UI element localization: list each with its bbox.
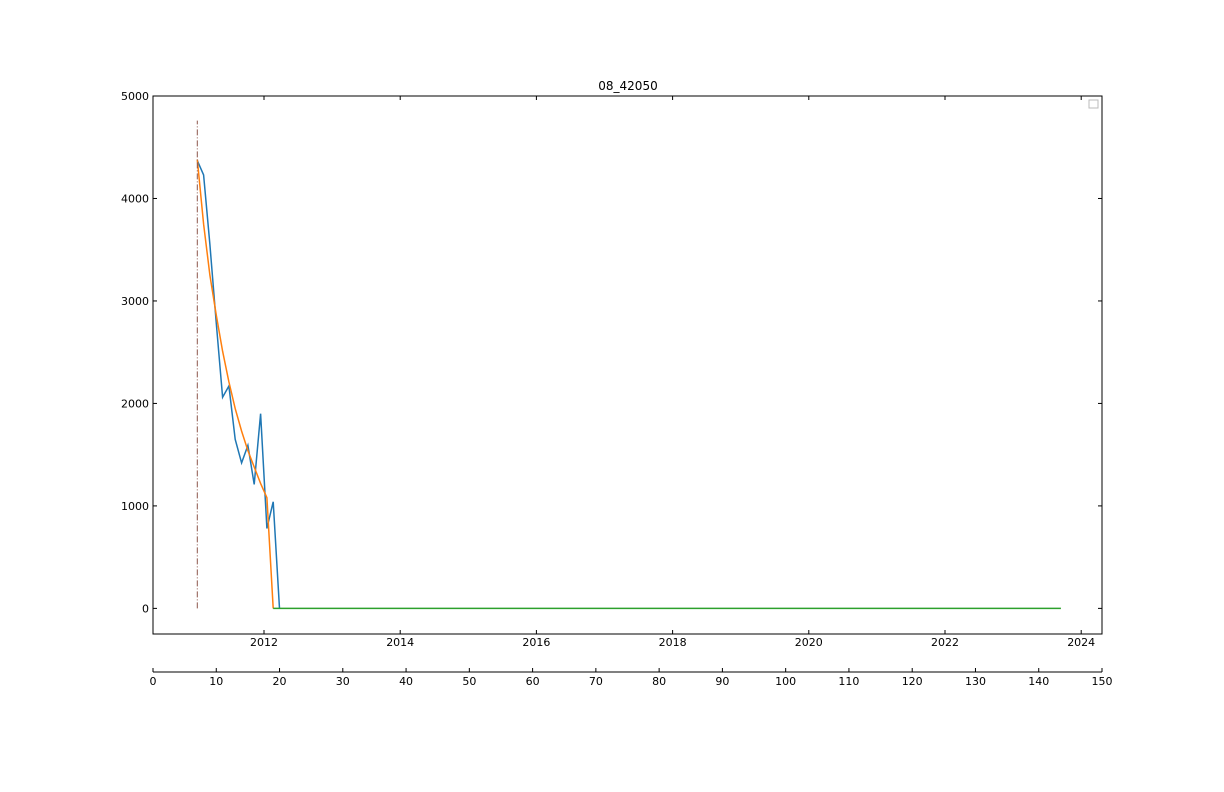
index-tick-label: 150 — [1092, 675, 1113, 688]
date-tick-label: 2014 — [386, 636, 414, 649]
index-tick-label: 140 — [1028, 675, 1049, 688]
index-tick-label: 60 — [526, 675, 540, 688]
index-axis: 0 10 20 30 40 50 60 70 80 90 100 110 120 130 140 150 — [150, 668, 1113, 688]
date-axis: 2012 2014 2016 2018 2020 2022 2024 — [250, 96, 1095, 649]
y-tick-label: 4000 — [121, 192, 149, 205]
plot-frame — [152, 95, 1103, 635]
date-tick-label: 2024 — [1067, 636, 1095, 649]
legend-box — [1088, 99, 1099, 109]
index-tick-label: 0 — [150, 675, 157, 688]
y-tick-label: 1000 — [121, 500, 149, 513]
date-tick-label: 2022 — [931, 636, 959, 649]
series-layer — [196, 120, 1061, 610]
index-tick-label: 100 — [775, 675, 796, 688]
series-line-2 — [196, 159, 274, 609]
series-line-1 — [196, 160, 281, 609]
y-tick-label: 5000 — [121, 90, 149, 103]
index-tick-label: 130 — [965, 675, 986, 688]
chart-title: 08_42050 — [598, 79, 657, 93]
y-axis: 0 1000 2000 3000 4000 5000 — [121, 90, 1102, 615]
y-tick-label: 0 — [142, 602, 149, 615]
index-tick-label: 10 — [209, 675, 223, 688]
index-tick-label: 120 — [902, 675, 923, 688]
date-tick-label: 2020 — [795, 636, 823, 649]
y-tick-label: 3000 — [121, 295, 149, 308]
date-tick-label: 2016 — [522, 636, 550, 649]
index-tick-label: 30 — [336, 675, 350, 688]
y-tick-label: 2000 — [121, 397, 149, 410]
index-tick-label: 20 — [273, 675, 287, 688]
index-tick-label: 40 — [399, 675, 413, 688]
index-tick-label: 70 — [589, 675, 603, 688]
index-tick-label: 50 — [462, 675, 476, 688]
index-tick-label: 110 — [838, 675, 859, 688]
index-tick-label: 80 — [652, 675, 666, 688]
date-tick-label: 2018 — [659, 636, 687, 649]
index-tick-label: 90 — [715, 675, 729, 688]
date-tick-label: 2012 — [250, 636, 278, 649]
